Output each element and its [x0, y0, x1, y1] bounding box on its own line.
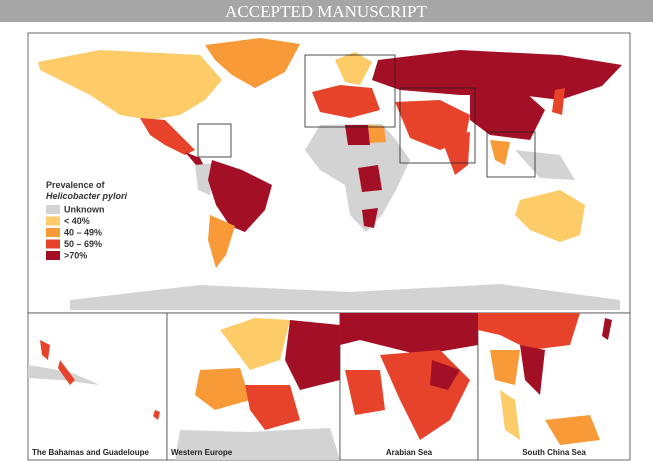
legend-title: Prevalence of	[46, 180, 106, 190]
inset-label: Arabian Sea	[386, 448, 433, 457]
header-title: ACCEPTED MANUSCRIPT	[225, 2, 427, 21]
legend: Prevalence of Helicobacter pylori Unknow…	[46, 180, 128, 260]
world-map	[27, 32, 631, 314]
legend-swatch	[46, 216, 60, 226]
inset-label: South China Sea	[522, 448, 586, 457]
legend-label: < 40%	[64, 216, 90, 226]
legend-label: Unknown	[64, 204, 105, 214]
legend-swatch	[46, 205, 60, 214]
legend-swatch	[46, 228, 60, 237]
inset-label: Western Europe	[171, 448, 233, 457]
legend-label: 40 – 49%	[64, 227, 102, 237]
legend-swatch	[46, 251, 60, 260]
inset-label: The Bahamas and Guadeloupe	[32, 448, 149, 457]
legend-subtitle: Helicobacter pylori	[46, 191, 128, 201]
legend-swatch	[46, 239, 60, 249]
header-bar	[0, 0, 653, 22]
legend-label: 50 – 69%	[64, 239, 102, 249]
legend-label: >70%	[64, 250, 87, 260]
insets: The Bahamas and Guadeloupe Western Europ…	[27, 312, 631, 461]
